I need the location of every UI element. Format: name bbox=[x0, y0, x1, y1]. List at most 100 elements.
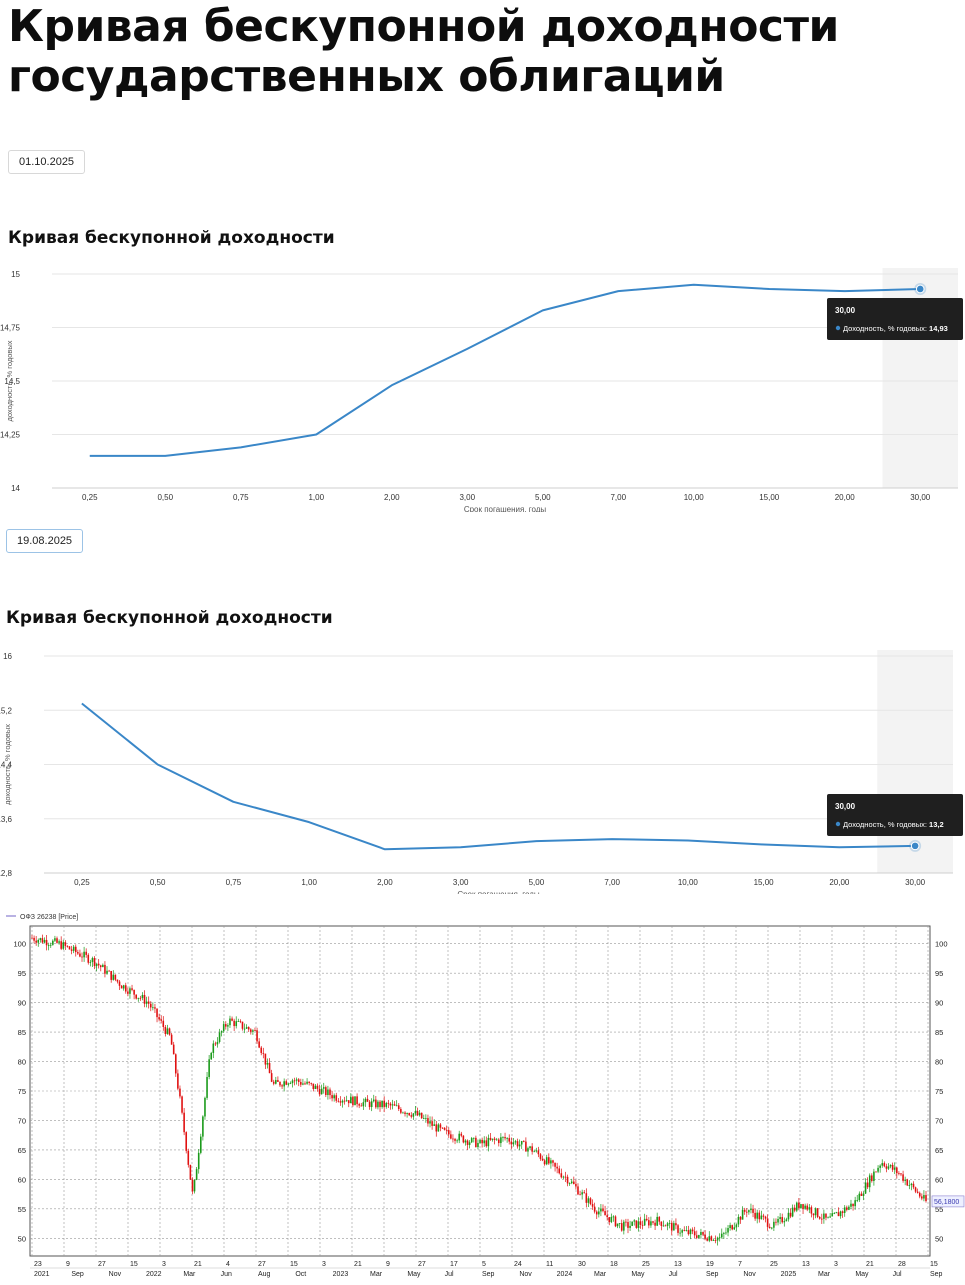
candle-body bbox=[544, 1160, 546, 1164]
x-tick-label: 7,00 bbox=[604, 878, 620, 887]
candle-body bbox=[44, 940, 46, 943]
candle-body bbox=[656, 1217, 658, 1226]
candle-body bbox=[321, 1089, 323, 1095]
y-tick-label-right: 90 bbox=[935, 999, 943, 1008]
x-month-label: Jun bbox=[221, 1271, 232, 1278]
candle-body bbox=[440, 1124, 442, 1127]
candle-body bbox=[46, 940, 48, 945]
candle-body bbox=[648, 1220, 650, 1225]
x-month-label: 2024 bbox=[557, 1271, 573, 1278]
candle-body bbox=[788, 1213, 790, 1220]
candle-body bbox=[892, 1165, 894, 1170]
candle-body bbox=[527, 1148, 529, 1151]
x-tick-label: 20,00 bbox=[835, 493, 856, 502]
x-month-label: 2021 bbox=[34, 1271, 50, 1278]
candle-body bbox=[333, 1095, 335, 1098]
candle-body bbox=[725, 1233, 727, 1234]
candle-body bbox=[185, 1132, 187, 1151]
x-day-label: 3 bbox=[162, 1261, 166, 1268]
candle-body bbox=[748, 1210, 750, 1212]
x-day-label: 27 bbox=[418, 1261, 426, 1268]
date-selector-1[interactable]: 01.10.2025 bbox=[8, 150, 85, 174]
hover-band bbox=[877, 650, 953, 873]
candle-body bbox=[569, 1183, 571, 1184]
candle-body bbox=[556, 1167, 558, 1169]
candle-body bbox=[581, 1192, 583, 1194]
candle-body bbox=[740, 1217, 742, 1220]
candle-body bbox=[517, 1141, 519, 1146]
candle-body bbox=[498, 1139, 500, 1143]
candle-body bbox=[202, 1116, 204, 1136]
candle-body bbox=[144, 995, 146, 1004]
x-tick-label: 1,00 bbox=[308, 493, 324, 502]
candle-body bbox=[633, 1220, 635, 1221]
candle-body bbox=[598, 1211, 600, 1214]
candle-body bbox=[31, 938, 33, 939]
candle-body bbox=[196, 1169, 198, 1180]
candle-body bbox=[711, 1236, 713, 1240]
candle-body bbox=[277, 1080, 279, 1082]
candle-body bbox=[96, 964, 98, 966]
candle-body bbox=[375, 1100, 377, 1108]
candle-body bbox=[435, 1124, 437, 1131]
candle-body bbox=[821, 1219, 823, 1220]
x-month-label: Sep bbox=[71, 1271, 84, 1278]
candle-body bbox=[292, 1080, 294, 1083]
candle-body bbox=[62, 942, 64, 949]
y-tick-label-left: 65 bbox=[18, 1146, 26, 1155]
candle-body bbox=[533, 1151, 535, 1152]
x-day-label: 19 bbox=[706, 1261, 714, 1268]
candle-body bbox=[783, 1221, 785, 1222]
candle-body bbox=[281, 1085, 283, 1086]
x-tick-label: 30,00 bbox=[905, 878, 926, 887]
candle-body bbox=[773, 1222, 775, 1228]
candle-body bbox=[686, 1230, 688, 1231]
candle-body bbox=[454, 1139, 456, 1141]
candle-body bbox=[421, 1113, 423, 1118]
candle-body bbox=[396, 1105, 398, 1106]
candle-body bbox=[410, 1115, 412, 1116]
candle-body bbox=[738, 1217, 740, 1225]
candle-body bbox=[198, 1153, 200, 1169]
candle-body bbox=[917, 1192, 919, 1193]
candle-body bbox=[483, 1140, 485, 1143]
candle-body bbox=[663, 1226, 665, 1227]
x-day-label: 25 bbox=[642, 1261, 650, 1268]
candle-body bbox=[744, 1210, 746, 1212]
candle-body bbox=[431, 1121, 433, 1126]
candle-body bbox=[758, 1213, 760, 1220]
candle-body bbox=[671, 1223, 673, 1231]
candle-body bbox=[177, 1073, 179, 1088]
yield-curve-chart-2[interactable]: 12,813,614,415,2160,250,500,751,002,003,… bbox=[0, 644, 965, 894]
candle-body bbox=[148, 1002, 150, 1004]
x-day-label: 25 bbox=[770, 1261, 778, 1268]
candle-body bbox=[156, 1009, 158, 1017]
candle-body bbox=[223, 1024, 225, 1031]
candle-body bbox=[206, 1077, 208, 1098]
tooltip-box bbox=[827, 298, 963, 340]
candle-body bbox=[846, 1207, 848, 1209]
candle-body bbox=[329, 1090, 331, 1096]
x-day-label: 15 bbox=[130, 1261, 138, 1268]
candle-body bbox=[675, 1223, 677, 1225]
x-day-label: 9 bbox=[386, 1261, 390, 1268]
candle-body bbox=[869, 1175, 871, 1187]
candle-body bbox=[358, 1104, 360, 1105]
tooltip-box bbox=[827, 794, 963, 836]
date-selector-2[interactable]: 19.08.2025 bbox=[6, 529, 83, 553]
x-tick-label: 1,00 bbox=[301, 878, 317, 887]
candle-body bbox=[829, 1216, 831, 1217]
x-month-label: Nov bbox=[109, 1271, 122, 1278]
candle-body bbox=[804, 1206, 806, 1209]
candle-body bbox=[394, 1104, 396, 1105]
candle-body bbox=[729, 1225, 731, 1228]
candle-body bbox=[92, 958, 94, 962]
candle-body bbox=[911, 1184, 913, 1185]
x-month-label: Mar bbox=[594, 1271, 607, 1278]
candle-body bbox=[467, 1141, 469, 1145]
candle-body bbox=[219, 1033, 221, 1042]
candle-body bbox=[167, 1028, 169, 1034]
candle-body bbox=[636, 1220, 638, 1228]
